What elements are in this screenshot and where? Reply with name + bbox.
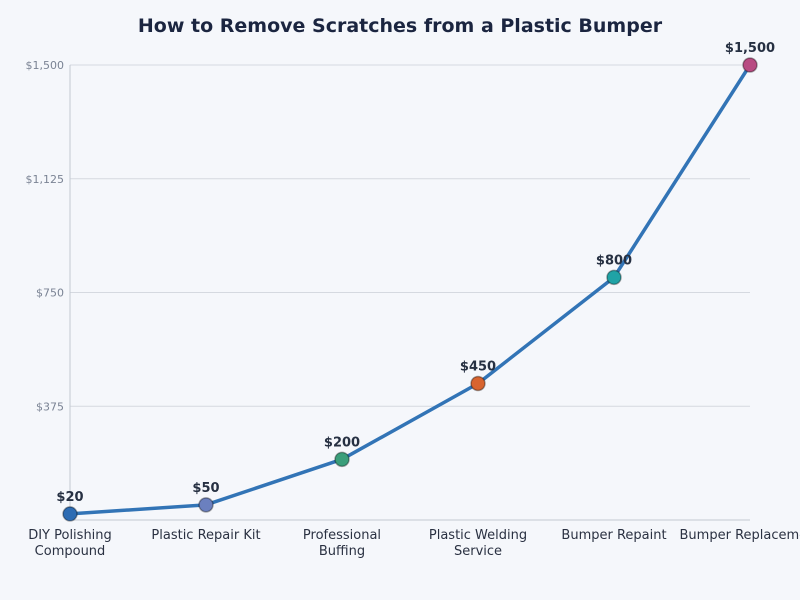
data-label: $800 [596, 253, 632, 268]
y-tick-label: $375 [36, 400, 64, 413]
x-tick-label: Plastic Repair Kit [151, 528, 260, 543]
x-tick-label: Plastic Welding Service [429, 528, 527, 559]
y-tick-label: $1,125 [26, 173, 65, 186]
x-tick-label: Bumper Repaint [561, 528, 666, 543]
x-tick-label: Bumper Replacement [680, 528, 800, 543]
data-label: $200 [324, 435, 360, 450]
data-point [606, 269, 622, 286]
chart-title: How to Remove Scratches from a Plastic B… [137, 15, 663, 37]
x-tick-label: DIY Polishing Compound [28, 528, 112, 559]
y-tick-label: $1,500 [26, 59, 65, 72]
data-label: $450 [460, 360, 496, 375]
data-point [198, 497, 214, 513]
data-point [742, 57, 758, 73]
data-label: $1,500 [725, 41, 775, 56]
data-point [62, 506, 78, 522]
data-label: $20 [56, 490, 83, 505]
y-tick-label: $750 [36, 287, 64, 300]
data-point [470, 375, 486, 392]
x-tick-label: Professional Buffing [303, 528, 381, 559]
series-line [69, 64, 752, 516]
data-label: $50 [192, 481, 219, 496]
data-point [334, 451, 350, 468]
